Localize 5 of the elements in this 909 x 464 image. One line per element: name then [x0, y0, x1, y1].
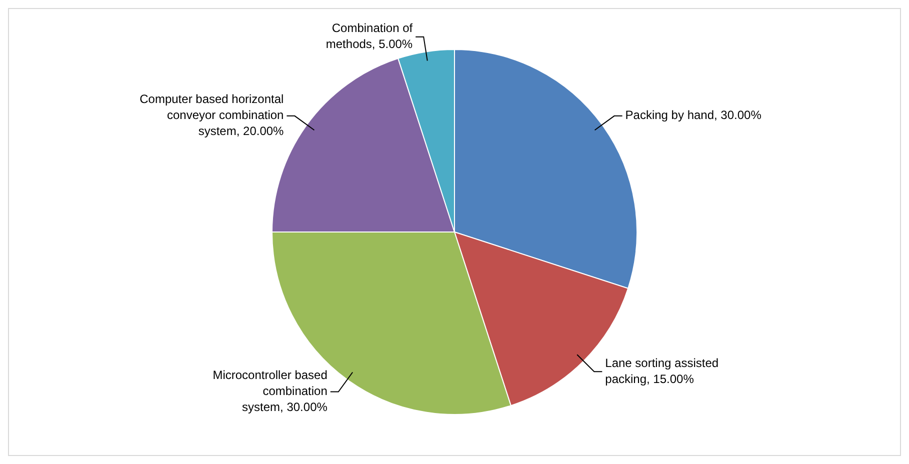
slice-label: Microcontroller based combination system, 30.00% [212, 368, 328, 414]
slice-label: Packing by hand, 30.00% [625, 108, 762, 122]
slice-label: Computer based horizontal conveyor combination system, 20.00% [140, 92, 284, 138]
slice-label: Combination of methods, 5.00% [326, 21, 414, 52]
slice-label: Lane sorting assisted packing, 15.00% [605, 356, 719, 386]
